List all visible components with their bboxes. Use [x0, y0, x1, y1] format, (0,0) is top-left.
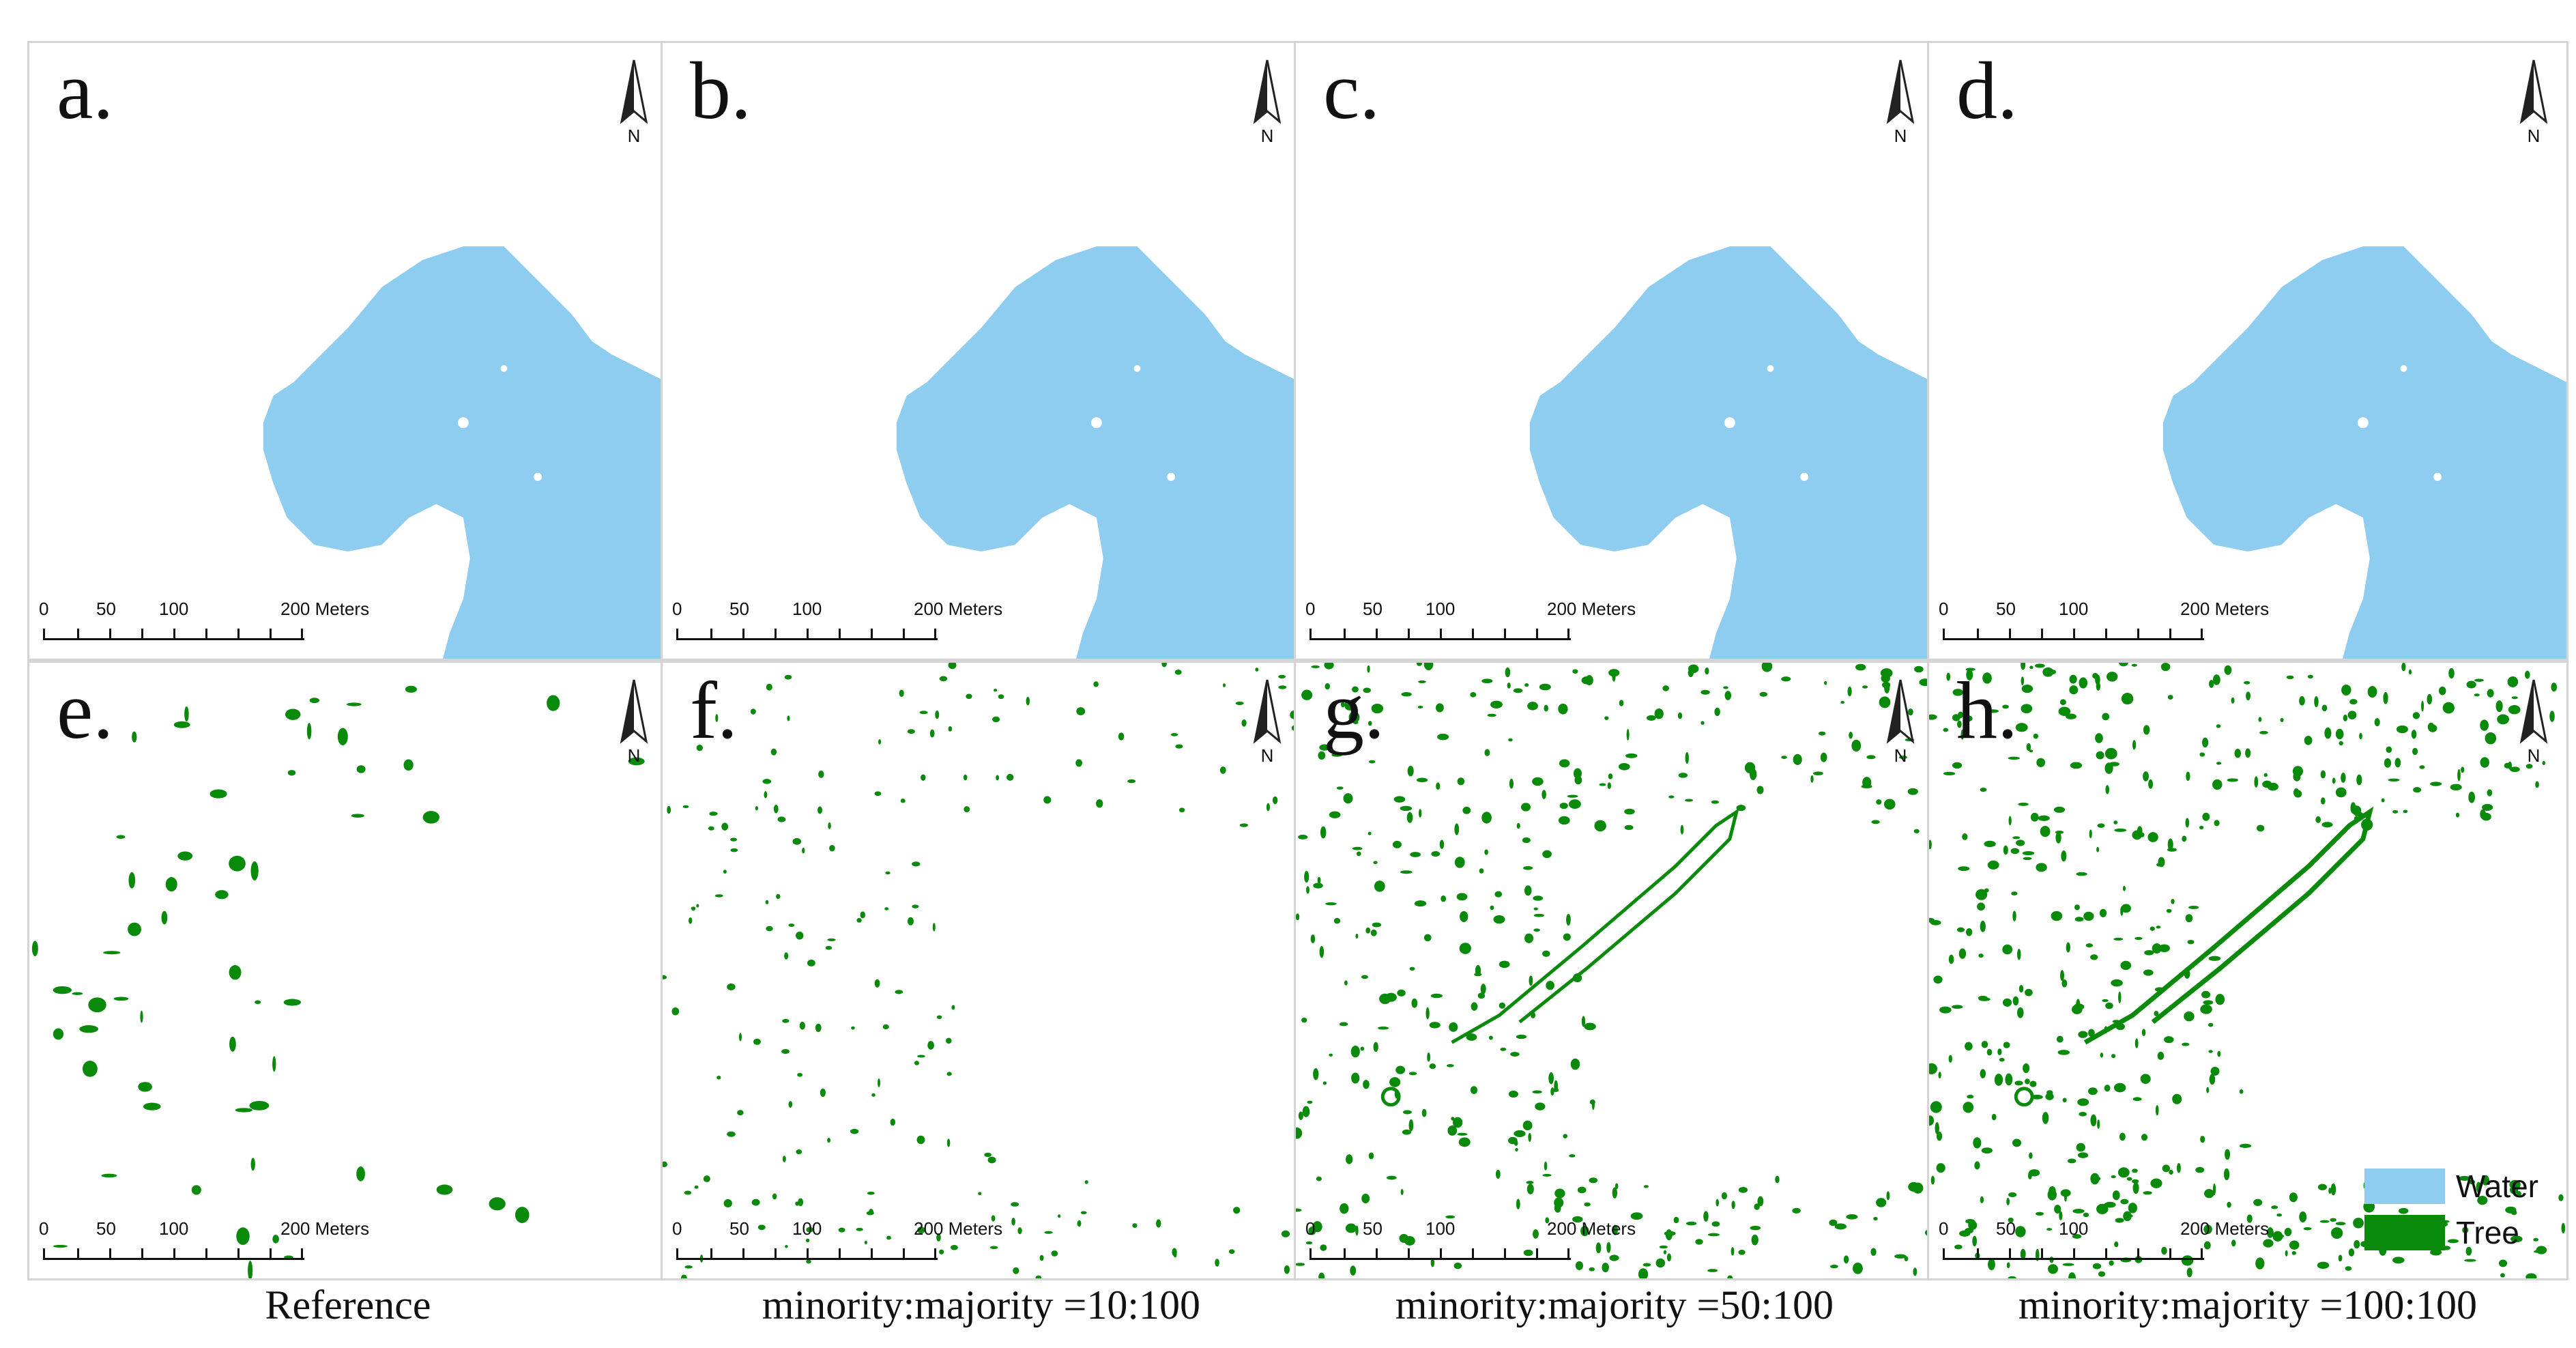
scale-tick-label: 200 Meters — [914, 599, 1003, 619]
panel-label: a. — [57, 45, 114, 136]
legend-swatch-water — [2364, 1168, 2445, 1204]
scale-tick-label: 0 — [672, 599, 682, 619]
panel-label: h. — [1956, 665, 2018, 756]
north-label: N — [628, 745, 641, 765]
map-panel-d: d. N 0 50 100 200 Meters — [1927, 41, 2568, 661]
scale-tick-label: 200 Meters — [280, 599, 370, 619]
water-map — [2162, 246, 2566, 659]
scale-tick-label: 100 — [1426, 599, 1456, 619]
scale-tick-label: 100 — [792, 599, 822, 619]
scale-bar: 0 50 100 200 Meters — [668, 599, 1023, 646]
scale-tick-label: 0 — [1939, 1218, 1949, 1239]
scale-tick-label: 50 — [729, 599, 749, 619]
scale-bar: 0 50 100 200 Meters — [1935, 599, 2289, 646]
scale-tick-label: 0 — [1939, 599, 1949, 619]
scale-tick-label: 50 — [1996, 1218, 2016, 1239]
scale-tick-label: 100 — [2059, 599, 2089, 619]
caption-reference: Reference — [265, 1282, 431, 1328]
map-panel-b: b. N 0 50 100 200 Meters — [661, 41, 1302, 661]
panel-label: f. — [690, 665, 738, 756]
scale-tick-label: 50 — [1363, 599, 1383, 619]
scale-tick-label: 200 Meters — [280, 1218, 370, 1239]
scale-tick-label: 200 Meters — [2180, 1218, 2270, 1239]
scale-tick-label: 200 Meters — [914, 1218, 1003, 1239]
caption-50-100: minority:majority =50:100 — [1395, 1282, 1834, 1328]
north-label: N — [1894, 745, 1907, 765]
scale-tick-label: 50 — [96, 599, 116, 619]
scale-bar: 0 50 100 200 Meters — [1301, 599, 1656, 646]
scale-tick-label: 0 — [39, 599, 49, 619]
legend-item-water: Water — [2364, 1168, 2538, 1204]
legend-swatch-tree — [2364, 1215, 2445, 1250]
north-label: N — [1261, 126, 1274, 145]
scale-tick-label: 100 — [159, 1218, 189, 1239]
legend-label: Tree — [2456, 1215, 2519, 1250]
legend: Water Tree — [2364, 1168, 2569, 1257]
tree-map — [31, 685, 645, 1278]
scale-tick-label: 100 — [1426, 1218, 1456, 1239]
north-arrow-icon: N — [2519, 679, 2548, 765]
scale-tick-label: 100 — [2059, 1218, 2089, 1239]
scale-bar: 0 50 100 200 Meters — [1935, 1218, 2289, 1266]
north-arrow-icon: N — [1253, 679, 1282, 765]
panel-label: e. — [57, 665, 114, 756]
north-arrow-icon: N — [620, 59, 648, 145]
scale-bar: 0 50 100 200 Meters — [1301, 1218, 1656, 1266]
map-panel-f: f. N 0 50 100 200 Meters — [661, 661, 1302, 1280]
scale-tick-label: 0 — [39, 1218, 49, 1239]
water-map — [1529, 246, 1933, 659]
panel-label: b. — [690, 45, 751, 136]
scale-bar: 0 50 100 200 Meters — [35, 1218, 390, 1266]
north-arrow-icon: N — [1886, 679, 1915, 765]
scale-tick-label: 0 — [1305, 599, 1316, 619]
scale-tick-label: 50 — [96, 1218, 116, 1239]
scale-bar: 0 50 100 200 Meters — [35, 599, 390, 646]
north-label: N — [2528, 745, 2541, 765]
scale-tick-label: 100 — [792, 1218, 822, 1239]
legend-label: Water — [2456, 1168, 2538, 1204]
panel-label: d. — [1956, 45, 2018, 136]
scale-tick-label: 50 — [1996, 599, 2016, 619]
tree-map — [663, 663, 1299, 1278]
water-map — [263, 246, 667, 659]
scale-tick-label: 0 — [1305, 1218, 1316, 1239]
water-map — [896, 246, 1300, 659]
tree-map — [1296, 663, 1933, 1278]
caption-100-100: minority:majority =100:100 — [2018, 1282, 2478, 1328]
scale-tick-label: 100 — [159, 599, 189, 619]
scale-tick-label: 200 Meters — [2180, 599, 2270, 619]
north-arrow-icon: N — [620, 679, 648, 765]
caption-10-100: minority:majority =10:100 — [762, 1282, 1201, 1328]
north-arrow-icon: N — [1886, 59, 1915, 145]
scale-tick-label: 200 Meters — [1547, 1218, 1636, 1239]
map-panel-g: g. N 0 50 100 200 Meters — [1294, 661, 1935, 1280]
scale-tick-label: 200 Meters — [1547, 599, 1636, 619]
north-label: N — [2528, 126, 2541, 145]
legend-item-tree: Tree — [2364, 1215, 2519, 1250]
map-panel-a: a. N 0 50 100 200 Meters — [27, 41, 669, 661]
north-arrow-icon: N — [2519, 59, 2548, 145]
north-label: N — [1261, 745, 1274, 765]
map-panel-c: c. N 0 50 100 200 Meters — [1294, 41, 1935, 661]
north-label: N — [628, 126, 641, 145]
north-arrow-icon: N — [1253, 59, 1282, 145]
scale-tick-label: 50 — [729, 1218, 749, 1239]
panel-label: g. — [1323, 665, 1385, 756]
scale-bar: 0 50 100 200 Meters — [668, 1218, 1023, 1266]
panel-label: c. — [1323, 45, 1380, 136]
scale-tick-label: 50 — [1363, 1218, 1383, 1239]
map-panel-e: e. N 0 50 100 200 Meters — [27, 661, 669, 1280]
north-label: N — [1894, 126, 1907, 145]
scale-tick-label: 0 — [672, 1218, 682, 1239]
